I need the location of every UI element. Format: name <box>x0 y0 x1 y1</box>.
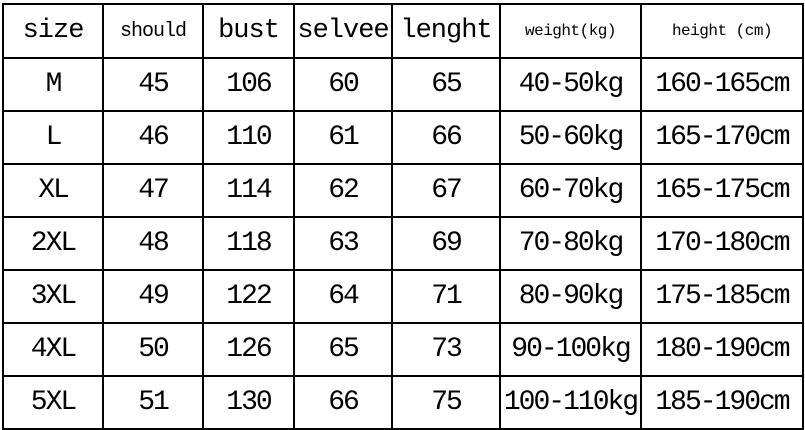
cell-shoulder: 46 <box>102 110 204 165</box>
cell-sleeve: 65 <box>293 322 393 377</box>
header-size: size <box>2 3 104 59</box>
table-row: M 45 106 60 65 40-50kg 160-165cm <box>2 57 804 112</box>
table-row: XL 47 114 62 67 60-70kg 165-175cm <box>2 163 804 218</box>
cell-length: 73 <box>391 322 501 377</box>
cell-weight: 70-80kg <box>499 216 642 271</box>
cell-weight: 100-110kg <box>499 375 642 430</box>
cell-length: 69 <box>391 216 501 271</box>
cell-shoulder: 51 <box>102 375 204 430</box>
cell-sleeve: 60 <box>293 57 393 112</box>
cell-height: 165-175cm <box>640 163 804 218</box>
cell-size: 3XL <box>2 269 104 324</box>
cell-length: 75 <box>391 375 501 430</box>
cell-shoulder: 48 <box>102 216 204 271</box>
cell-bust: 130 <box>202 375 295 430</box>
cell-size: XL <box>2 163 104 218</box>
cell-height: 165-170cm <box>640 110 804 165</box>
table-row: 4XL 50 126 65 73 90-100kg 180-190cm <box>2 322 804 377</box>
table-row: 5XL 51 130 66 75 100-110kg 185-190cm <box>2 375 804 430</box>
cell-bust: 110 <box>202 110 295 165</box>
cell-weight: 40-50kg <box>499 57 642 112</box>
header-length: lenght <box>391 3 501 59</box>
cell-size: M <box>2 57 104 112</box>
header-bust: bust <box>202 3 295 59</box>
cell-sleeve: 62 <box>293 163 393 218</box>
cell-length: 66 <box>391 110 501 165</box>
table-row: 2XL 48 118 63 69 70-80kg 170-180cm <box>2 216 804 271</box>
cell-weight: 60-70kg <box>499 163 642 218</box>
cell-sleeve: 66 <box>293 375 393 430</box>
cell-height: 180-190cm <box>640 322 804 377</box>
table-row: 3XL 49 122 64 71 80-90kg 175-185cm <box>2 269 804 324</box>
header-height: height (cm) <box>640 3 804 59</box>
cell-bust: 106 <box>202 57 295 112</box>
cell-height: 185-190cm <box>640 375 804 430</box>
cell-shoulder: 49 <box>102 269 204 324</box>
cell-size: 4XL <box>2 322 104 377</box>
header-sleeve: selvee <box>293 3 393 59</box>
header-weight: weight(kg) <box>499 3 642 59</box>
cell-height: 175-185cm <box>640 269 804 324</box>
cell-height: 160-165cm <box>640 57 804 112</box>
cell-bust: 126 <box>202 322 295 377</box>
cell-bust: 118 <box>202 216 295 271</box>
cell-size: L <box>2 110 104 165</box>
cell-shoulder: 47 <box>102 163 204 218</box>
cell-length: 65 <box>391 57 501 112</box>
cell-sleeve: 63 <box>293 216 393 271</box>
cell-weight: 90-100kg <box>499 322 642 377</box>
cell-weight: 50-60kg <box>499 110 642 165</box>
table-row: L 46 110 61 66 50-60kg 165-170cm <box>2 110 804 165</box>
cell-height: 170-180cm <box>640 216 804 271</box>
cell-size: 5XL <box>2 375 104 430</box>
cell-shoulder: 50 <box>102 322 204 377</box>
cell-bust: 122 <box>202 269 295 324</box>
cell-shoulder: 45 <box>102 57 204 112</box>
cell-size: 2XL <box>2 216 104 271</box>
cell-bust: 114 <box>202 163 295 218</box>
cell-length: 71 <box>391 269 501 324</box>
cell-sleeve: 64 <box>293 269 393 324</box>
cell-weight: 80-90kg <box>499 269 642 324</box>
cell-sleeve: 61 <box>293 110 393 165</box>
size-chart-table: size should bust selvee lenght weight(kg… <box>2 3 804 430</box>
header-shoulder: should <box>102 3 204 59</box>
header-row: size should bust selvee lenght weight(kg… <box>2 3 804 59</box>
cell-length: 67 <box>391 163 501 218</box>
